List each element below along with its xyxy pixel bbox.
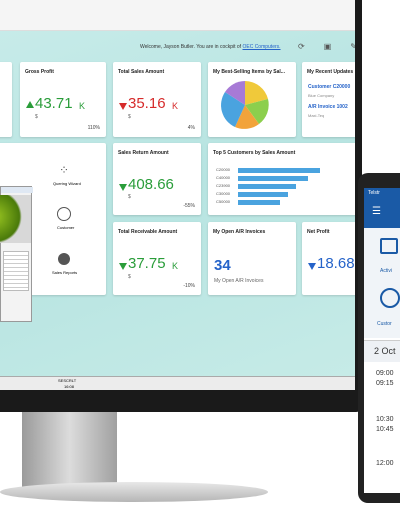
tile-value: 34 (214, 257, 231, 274)
bar-list: C20000 C40000 C23900 C30000 C50000 (216, 167, 355, 207)
window-overlay (0, 186, 33, 322)
tile-title: Gross Profit (25, 69, 54, 75)
bar (238, 168, 320, 173)
trend-down (308, 263, 316, 270)
time: 10:45 (376, 426, 394, 433)
time: 12:00 (376, 460, 394, 467)
top-customers-tile[interactable]: Top 5 Customers by Sales Amount C20000 C4… (208, 143, 355, 215)
time: 09:15 (376, 380, 394, 387)
tile-title: My Open A/R Invoices (213, 229, 266, 235)
trend-up (26, 101, 34, 108)
total-sales-tile[interactable]: Total Sales Amount 35.16 K $ 4% (113, 62, 201, 137)
time: 10:30 (376, 416, 394, 423)
activity-icon[interactable] (380, 238, 398, 254)
change: -10% (183, 283, 195, 289)
phone-header: Telstr ☰ (364, 188, 400, 228)
taskbar-time: 16:08 (64, 384, 75, 389)
taskbar-label: SESCRLT (58, 378, 77, 383)
bar-label: C23900 (216, 183, 231, 188)
tile-value: 37.75 (128, 255, 166, 272)
currency: $ (35, 114, 38, 120)
grid-pane (3, 251, 29, 291)
bar (238, 200, 280, 205)
phone-tiles (364, 228, 400, 338)
reports-icon[interactable] (58, 253, 70, 265)
best-selling-tile[interactable]: My Best-Selling Items by Sal... (208, 62, 296, 137)
update-name[interactable]: A/R Invoice 1002 (308, 104, 348, 110)
tile-title: Total Sales Amount (118, 69, 165, 75)
currency: $ (128, 194, 131, 200)
time-list: 09:00 09:15 10:30 10:45 12:00 (376, 370, 400, 490)
time: 09:00 (376, 370, 394, 377)
header-icons: ⟳▣✎ (298, 42, 355, 51)
net-profit-tile[interactable]: Net Profit 18.68 (302, 222, 355, 295)
partial-tile (0, 62, 12, 137)
pie-icon (221, 81, 269, 129)
trend-down (119, 103, 127, 110)
tile-title: Sales Return Amount (118, 150, 169, 156)
phone-tile-label: Activi (380, 268, 392, 274)
tile-title: Net Profit (307, 229, 330, 235)
date: 2 Oct (374, 346, 396, 356)
tile-value: 35.16 (128, 95, 166, 112)
company-link[interactable]: OEC Computers. (242, 44, 281, 50)
tile-value: 18.68 (317, 255, 355, 272)
bar-label: C20000 (216, 167, 231, 172)
update-sub: Blue Company (308, 93, 335, 98)
screen: Welcome, Jayson Butler. You are in cockp… (0, 0, 355, 376)
stand-base (0, 482, 268, 502)
tile-title: My Best-Selling Items by Sal... (213, 69, 285, 75)
currency: $ (128, 274, 131, 280)
date-bar (364, 340, 400, 362)
image-pane (0, 195, 31, 243)
window-bar (1, 187, 33, 193)
taskbar-strip: SESCRLT 16:08 (0, 376, 355, 390)
customer-icon[interactable] (380, 288, 400, 308)
customer-icon[interactable] (57, 207, 71, 221)
welcome: Welcome, Jayson Butler. You are in cockp… (140, 44, 281, 50)
recent-updates-tile[interactable]: My Recent Updates Customer C20000 Blue C… (302, 62, 355, 137)
update-sub: Maxi-Teq (308, 113, 325, 118)
phone-screen: Telstr ☰ Activi Custor 2 Oct 09:00 09:15 1… (364, 188, 400, 493)
change: 110% (87, 125, 100, 131)
welcome-text: Welcome, Jayson Butler. You are in cockp… (140, 44, 242, 50)
menu-icon[interactable]: ☰ (372, 206, 381, 217)
change: -55% (183, 203, 195, 209)
tile-unit: K (79, 101, 86, 111)
tile-value: 43.71 (35, 95, 73, 112)
carrier: Telstr (368, 190, 380, 196)
trend-down (119, 184, 127, 191)
caption: My Open A/R Invoices (214, 278, 264, 284)
gross-profit-tile[interactable]: Gross Profit 43.71 K $ 110% (20, 62, 106, 137)
bar-label: C30000 (216, 191, 231, 196)
total-receivable-tile[interactable]: Total Receivable Amount 37.75 K $ -10% (113, 222, 201, 295)
update-name[interactable]: Customer C20000 (308, 84, 351, 90)
bar (238, 176, 308, 181)
sales-return-tile[interactable]: Sales Return Amount 408.66 $ -55% (113, 143, 201, 215)
change: 4% (187, 125, 195, 131)
bar-label: C50000 (216, 199, 231, 204)
trend-down (119, 263, 127, 270)
launch-label: Quering Wizard (53, 181, 81, 186)
bar (238, 184, 296, 189)
tile-title: Top 5 Customers by Sales Amount (213, 150, 296, 156)
toolbar (0, 0, 355, 31)
tile-title: My Recent Updates (307, 69, 354, 75)
phone-tile-label: Custor (377, 321, 392, 327)
launch-label: Customer (57, 225, 75, 230)
tile-value: 408.66 (128, 176, 174, 193)
launch-label: Sales Reports (52, 270, 78, 275)
currency: $ (128, 114, 131, 120)
tile-unit: K (172, 261, 179, 271)
bar (238, 192, 288, 197)
tile-unit: K (172, 101, 179, 111)
wizard-icon[interactable]: ⁘ (59, 163, 70, 177)
tile-title: Total Receivable Amount (118, 229, 178, 235)
open-invoices-tile[interactable]: My Open A/R Invoices 34 My Open A/R Invo… (208, 222, 296, 295)
bar-label: C40000 (216, 175, 231, 180)
stand-neck (22, 405, 117, 490)
